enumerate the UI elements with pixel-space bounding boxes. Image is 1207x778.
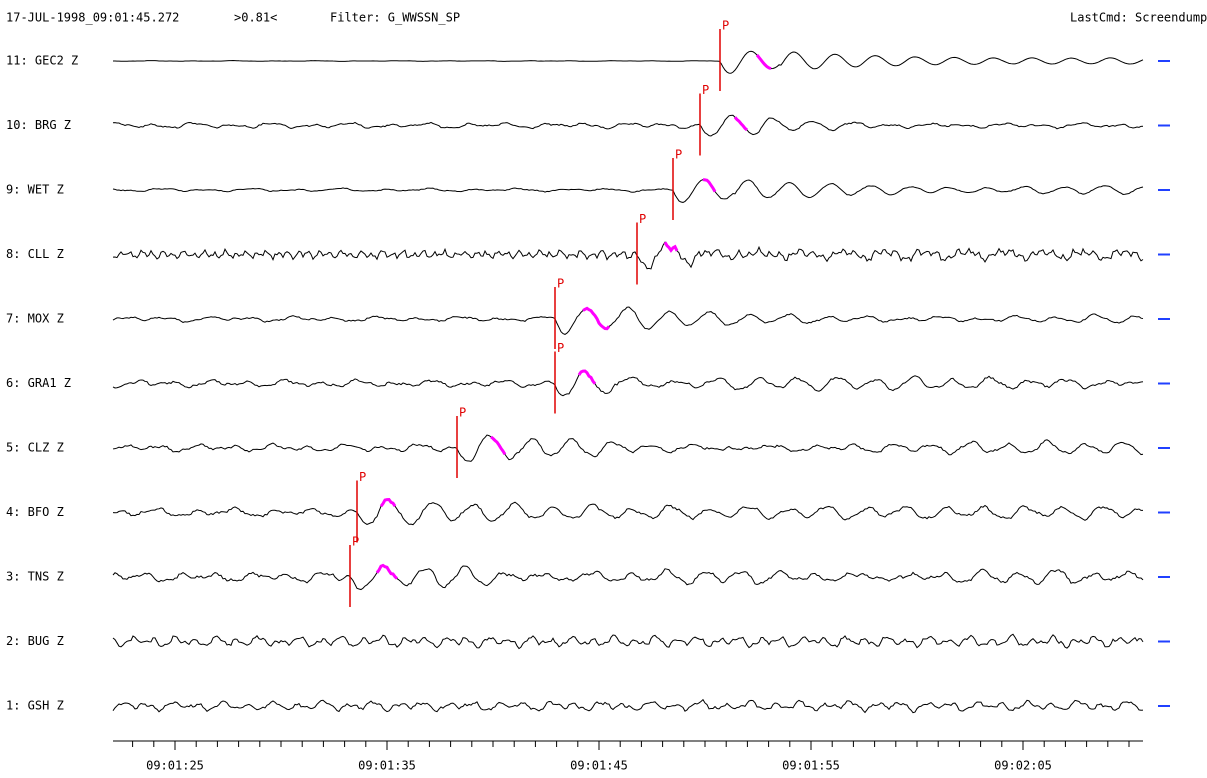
pick-label: P xyxy=(352,535,359,549)
highlight-window xyxy=(702,178,717,193)
trace-label: 11: GEC2 Z xyxy=(6,54,78,68)
waveform xyxy=(112,633,1144,650)
pick-label: P xyxy=(557,341,564,355)
highlight-window xyxy=(375,563,399,580)
trace-label: 2: BUG Z xyxy=(6,634,64,648)
filter: Filter: G_WWSSN_SP xyxy=(330,11,460,25)
time-label: 09:01:45 xyxy=(570,759,628,773)
trace-label: 7: MOX Z xyxy=(6,312,64,326)
time-label: 09:01:35 xyxy=(358,759,416,773)
trace-label: 5: CLZ Z xyxy=(6,441,64,455)
waveform xyxy=(112,434,1144,462)
trace-label: 6: GRA1 Z xyxy=(6,376,71,390)
pick-label: P xyxy=(557,277,564,291)
waveform xyxy=(112,564,1144,591)
timestamp: 17-JUL-1998_09:01:45.272 xyxy=(6,11,179,25)
trace-label: 1: GSH Z xyxy=(6,699,64,713)
waveform xyxy=(112,370,1144,397)
waveform xyxy=(112,498,1144,526)
waveform xyxy=(112,179,1144,203)
time-label: 09:02:05 xyxy=(994,759,1052,773)
highlight-window xyxy=(733,116,748,132)
waveform xyxy=(112,698,1144,714)
waveform xyxy=(112,114,1144,137)
trace-label: 4: BFO Z xyxy=(6,505,64,519)
pick-label: P xyxy=(639,212,646,226)
pick-label: P xyxy=(359,470,366,484)
time-label: 09:01:25 xyxy=(146,759,204,773)
highlight-window xyxy=(582,306,611,331)
waveform xyxy=(112,306,1144,335)
highlight-window xyxy=(663,241,679,253)
trace-label: 3: TNS Z xyxy=(6,570,64,584)
highlight-window xyxy=(379,497,397,508)
waveform xyxy=(112,50,1144,74)
highlight-window xyxy=(755,54,772,71)
last-command: LastCmd: Screendump xyxy=(1070,11,1207,25)
highlight-window xyxy=(490,435,507,456)
time-label: 09:01:55 xyxy=(782,759,840,773)
cursor-value: >0.81< xyxy=(234,11,277,25)
pick-label: P xyxy=(675,148,682,162)
waveform xyxy=(112,241,1144,270)
pick-label: P xyxy=(722,19,729,33)
pick-label: P xyxy=(702,83,709,97)
trace-label: 9: WET Z xyxy=(6,183,64,197)
highlight-window xyxy=(577,369,597,385)
trace-label: 8: CLL Z xyxy=(6,247,64,261)
trace-label: 10: BRG Z xyxy=(6,118,71,132)
pick-label: P xyxy=(459,406,466,420)
